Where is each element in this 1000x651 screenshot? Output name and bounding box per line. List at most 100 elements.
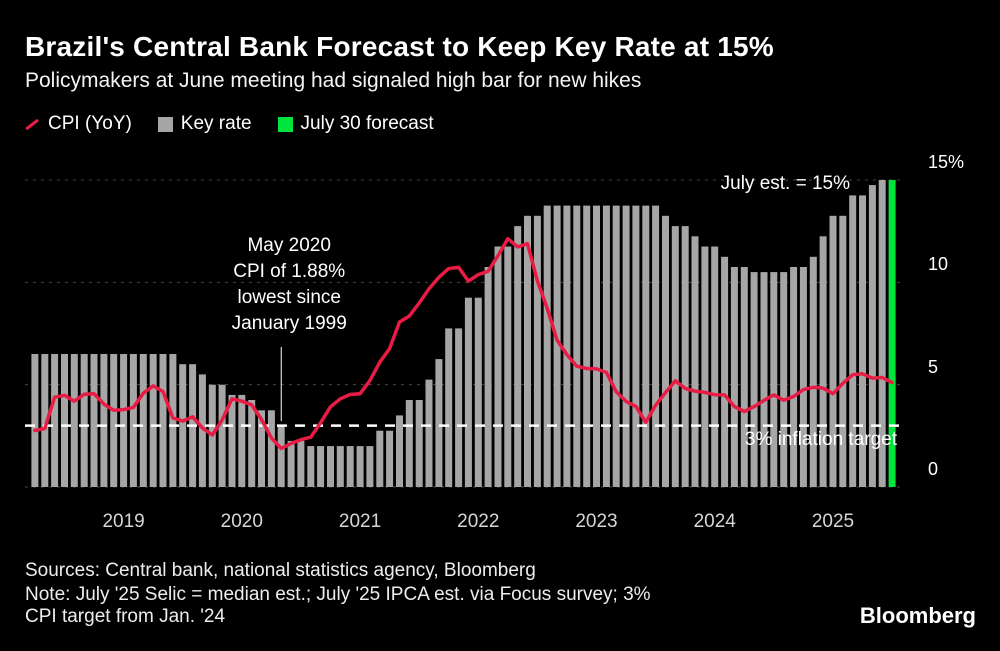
key-rate-bar — [120, 354, 128, 487]
key-rate-bar — [464, 297, 472, 487]
key-rate-bar — [297, 440, 305, 487]
key-rate-bar — [139, 354, 147, 487]
key-rate-bar — [593, 205, 600, 487]
key-rate-bar — [602, 205, 610, 487]
key-rate-bar — [829, 215, 837, 488]
key-rate-bar — [543, 205, 551, 487]
forecast-bar — [888, 180, 896, 487]
cpi-line-swatch-icon — [25, 118, 39, 130]
key-rate-bar — [198, 374, 206, 487]
key-rate-bar — [110, 354, 118, 487]
x-axis-tick-label: 2025 — [811, 511, 855, 532]
annotation-may-2020: May 2020 CPI of 1.88% lowest since Janua… — [179, 233, 399, 337]
legend-item-key-rate: Key rate — [157, 113, 252, 135]
key-rate-bar — [839, 215, 847, 488]
key-rate-bar — [287, 440, 295, 487]
x-axis-tick-label: 2021 — [338, 511, 382, 532]
key-rate-bar — [563, 205, 571, 487]
key-rate-bar — [514, 226, 522, 487]
key-rate-bar — [553, 205, 561, 487]
key-rate-bar — [307, 446, 315, 487]
x-axis-tick-label: 2023 — [575, 511, 618, 532]
key-rate-bar — [730, 267, 738, 487]
key-rate-bar — [277, 425, 285, 487]
key-rate-bar — [159, 354, 167, 487]
key-rate-bar — [662, 215, 669, 488]
chart-legend: CPI (YoY) Key rate July 30 forecast — [25, 113, 434, 135]
key-rate-bar — [701, 246, 709, 487]
key-rate-bar — [799, 267, 807, 487]
methodology-note-line-1: Note: July '25 Selic = median est.; July… — [25, 584, 651, 605]
key-rate-bar — [366, 446, 374, 487]
key-rate-bar — [258, 410, 265, 488]
page-title: Brazil's Central Bank Forecast to Keep K… — [25, 31, 774, 62]
key-rate-bar — [179, 364, 187, 487]
key-rate-bar — [327, 446, 334, 487]
key-rate-bar — [238, 394, 246, 487]
key-rate-bar — [80, 354, 88, 487]
key-rate-bar — [61, 354, 68, 487]
key-rate-bar — [386, 430, 394, 487]
key-rate-bar — [356, 446, 364, 487]
key-rate-bar — [90, 354, 98, 487]
key-rate-bar — [671, 226, 679, 487]
key-rate-bar — [642, 205, 650, 487]
key-rate-bar — [336, 446, 344, 487]
x-axis-tick-label: 2020 — [220, 511, 263, 532]
annotation-may-2020-line-4: January 1999 — [231, 313, 347, 334]
key-rate-bar — [248, 400, 256, 487]
y-axis-tick-label: 5 — [928, 356, 939, 377]
legend-item-cpi: CPI (YoY) — [25, 113, 132, 135]
key-rate-bar — [346, 446, 354, 487]
key-rate-bar — [70, 354, 78, 487]
key-rate-swatch-icon — [157, 116, 173, 132]
methodology-note-line-2: CPI target from Jan. '24 — [25, 606, 226, 627]
y-axis-tick-label: 0 — [928, 459, 939, 479]
key-rate-bar — [405, 400, 413, 487]
key-rate-bar — [721, 256, 729, 488]
key-rate-bar — [415, 400, 423, 487]
key-rate-bar — [878, 180, 886, 487]
bloomberg-logo: Bloomberg — [859, 603, 976, 628]
key-rate-bar — [396, 415, 403, 487]
key-rate-bar — [849, 195, 857, 487]
key-rate-bar — [376, 430, 384, 487]
key-rate-bar — [41, 354, 49, 487]
key-rate-bar — [533, 215, 541, 488]
key-rate-bar — [494, 246, 502, 487]
key-rate-bar — [819, 236, 827, 487]
key-rate-bar — [632, 205, 640, 487]
legend-label-cpi: CPI (YoY) — [48, 113, 132, 134]
key-rate-bar — [169, 354, 177, 487]
key-rate-bar — [51, 354, 59, 487]
legend-label-key-rate: Key rate — [180, 113, 252, 134]
legend-item-forecast: July 30 forecast — [277, 113, 434, 135]
key-rate-bar — [31, 354, 39, 487]
key-rate-bar — [573, 205, 581, 487]
key-rate-bar — [652, 205, 660, 487]
cpi-line — [33, 236, 894, 451]
key-rate-bar — [524, 215, 531, 488]
key-rate-bar — [504, 246, 512, 487]
annotation-may-2020-line-2: CPI of 1.88% — [233, 261, 346, 282]
annotation-may-2020-line-1: May 2020 — [247, 235, 331, 256]
key-rate-bar — [770, 272, 778, 487]
key-rate-bar — [445, 328, 453, 487]
key-rate-bar — [149, 354, 157, 487]
x-axis-tick-label: 2019 — [102, 511, 145, 532]
key-rate-bar — [435, 359, 443, 487]
key-rate-bar — [711, 246, 719, 487]
key-rate-bar — [455, 328, 463, 487]
key-rate-bar — [691, 236, 699, 487]
y-axis-tick-label: 15% — [928, 152, 965, 172]
key-rate-bar — [780, 272, 788, 487]
y-axis-tick-label: 10 — [928, 254, 949, 275]
legend-label-forecast: July 30 forecast — [300, 113, 434, 134]
key-rate-bar — [859, 195, 866, 487]
source-note: Sources: Central bank, national statisti… — [25, 560, 536, 581]
key-rate-bar — [474, 297, 482, 487]
key-rate-bar — [218, 384, 226, 487]
key-rate-bar — [790, 267, 798, 487]
